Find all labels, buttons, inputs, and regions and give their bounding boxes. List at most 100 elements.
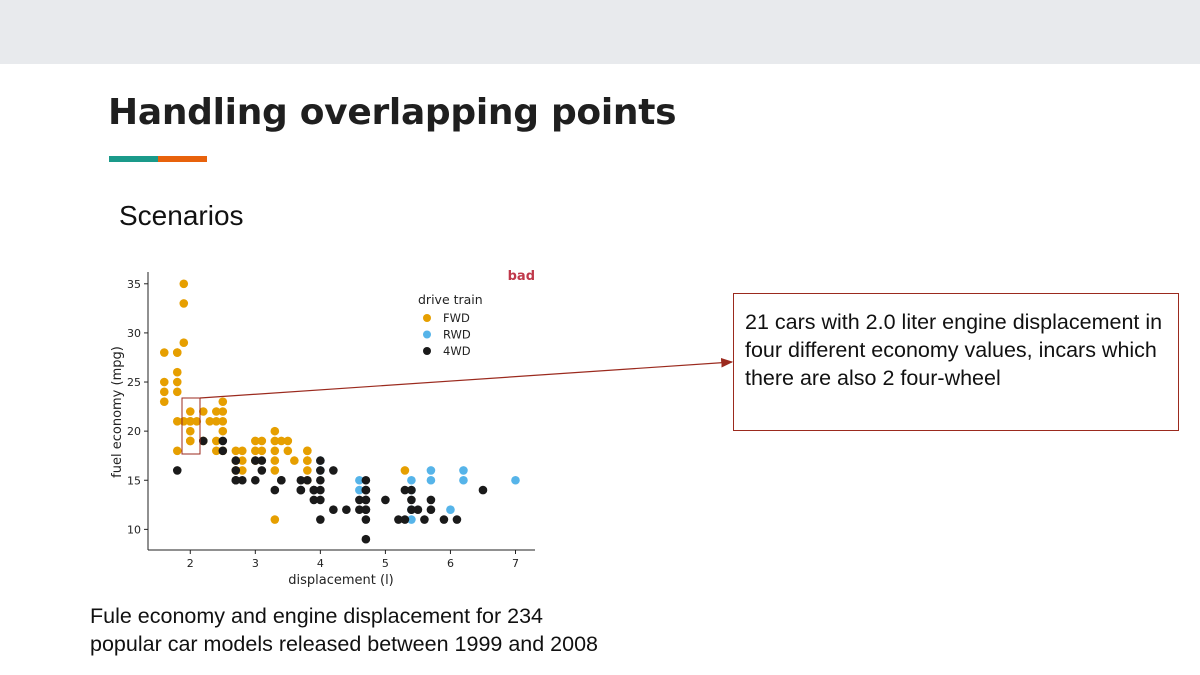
legend-swatch-rwd <box>423 330 431 339</box>
data-point-fwd <box>270 515 280 524</box>
data-point-4wd <box>439 515 449 524</box>
data-point-fwd <box>277 436 286 446</box>
data-point-fwd <box>198 407 208 416</box>
data-point-4wd <box>316 485 325 495</box>
data-point-fwd <box>270 446 280 456</box>
data-point-4wd <box>309 485 319 495</box>
data-point-fwd <box>238 456 247 465</box>
data-point-4wd <box>257 456 267 465</box>
data-point-rwd <box>511 475 520 485</box>
data-point-4wd <box>172 466 182 475</box>
data-point-4wd <box>407 495 416 505</box>
data-point-fwd <box>283 436 293 446</box>
data-point-fwd <box>179 299 189 308</box>
highlight-box <box>181 397 201 455</box>
data-point-4wd <box>218 446 228 456</box>
data-point-4wd <box>296 475 306 485</box>
data-point-rwd <box>407 475 416 485</box>
legend: FWD RWD 4WD <box>423 311 471 358</box>
data-point-fwd <box>179 338 189 348</box>
y-tick-label: 20 <box>127 425 141 438</box>
data-point-fwd <box>159 348 169 357</box>
accent-segment-orange <box>158 156 207 162</box>
x-tick-label: 7 <box>512 557 519 570</box>
data-point-4wd <box>355 495 364 505</box>
data-point-fwd <box>238 446 247 456</box>
title-accent-bar <box>109 156 207 162</box>
data-point-4wd <box>342 505 351 515</box>
data-point-4wd <box>231 475 241 485</box>
callout-box: 21 cars with 2.0 liter engine displaceme… <box>733 293 1179 431</box>
data-point-fwd <box>303 466 312 475</box>
data-point-fwd <box>192 417 202 426</box>
chart-tag: bad <box>508 269 535 284</box>
data-point-rwd <box>459 466 468 475</box>
data-point-4wd <box>231 456 241 465</box>
data-point-fwd <box>172 387 182 397</box>
data-point-4wd <box>361 505 371 515</box>
data-point-fwd <box>257 446 267 456</box>
data-point-4wd <box>407 485 416 495</box>
chart-points <box>159 279 520 544</box>
data-point-rwd <box>446 505 455 515</box>
data-point-fwd <box>238 466 247 475</box>
data-point-4wd <box>316 456 325 465</box>
data-point-4wd <box>329 505 338 515</box>
data-point-fwd <box>172 348 182 357</box>
data-point-fwd <box>159 387 169 397</box>
data-point-fwd <box>211 407 221 416</box>
data-point-rwd <box>426 475 436 485</box>
y-ticks: 10 15 20 25 30 35 <box>127 278 148 536</box>
data-point-fwd <box>251 446 260 456</box>
data-point-fwd <box>290 456 299 465</box>
data-point-fwd <box>270 436 280 446</box>
data-point-4wd <box>426 505 436 515</box>
data-point-fwd <box>303 456 312 465</box>
data-point-fwd <box>218 417 228 426</box>
data-point-fwd <box>218 426 228 436</box>
data-point-4wd <box>361 515 371 524</box>
data-point-4wd <box>316 475 325 485</box>
data-point-rwd <box>459 475 468 485</box>
data-point-4wd <box>381 495 390 505</box>
data-point-fwd <box>257 436 267 446</box>
data-point-4wd <box>309 495 319 505</box>
x-axis-label: displacement (l) <box>288 573 394 588</box>
data-point-fwd <box>400 466 410 475</box>
data-point-fwd <box>211 417 221 426</box>
data-point-4wd <box>277 475 286 485</box>
x-tick-label: 4 <box>317 557 324 570</box>
data-point-rwd <box>355 475 364 485</box>
data-point-fwd <box>283 446 293 456</box>
data-point-fwd <box>159 377 169 387</box>
y-tick-label: 25 <box>127 376 141 389</box>
data-point-rwd <box>426 466 436 475</box>
legend-label-fwd: FWD <box>443 311 470 325</box>
legend-label-4wd: 4WD <box>443 344 471 358</box>
data-point-fwd <box>205 417 215 426</box>
data-point-4wd <box>316 515 325 524</box>
data-point-4wd <box>361 485 371 495</box>
data-point-4wd <box>198 436 208 446</box>
accent-segment-teal <box>109 156 158 162</box>
data-point-4wd <box>316 495 325 505</box>
y-tick-label: 30 <box>127 327 141 340</box>
data-point-4wd <box>407 505 416 515</box>
data-point-fwd <box>218 397 228 406</box>
data-point-fwd <box>270 426 280 436</box>
data-point-fwd <box>251 436 260 446</box>
data-point-fwd <box>211 446 221 456</box>
x-tick-label: 2 <box>187 557 194 570</box>
data-point-4wd <box>329 466 338 475</box>
legend-swatch-fwd <box>423 314 431 322</box>
data-point-4wd <box>231 466 241 475</box>
y-tick-label: 10 <box>127 523 141 536</box>
top-bar <box>0 0 1200 64</box>
data-point-4wd <box>257 466 267 475</box>
legend-label-rwd: RWD <box>443 328 471 342</box>
subheading: Scenarios <box>119 200 244 231</box>
x-tick-label: 6 <box>447 557 454 570</box>
data-point-4wd <box>361 475 371 485</box>
data-point-fwd <box>231 446 241 456</box>
data-point-4wd <box>251 456 260 465</box>
